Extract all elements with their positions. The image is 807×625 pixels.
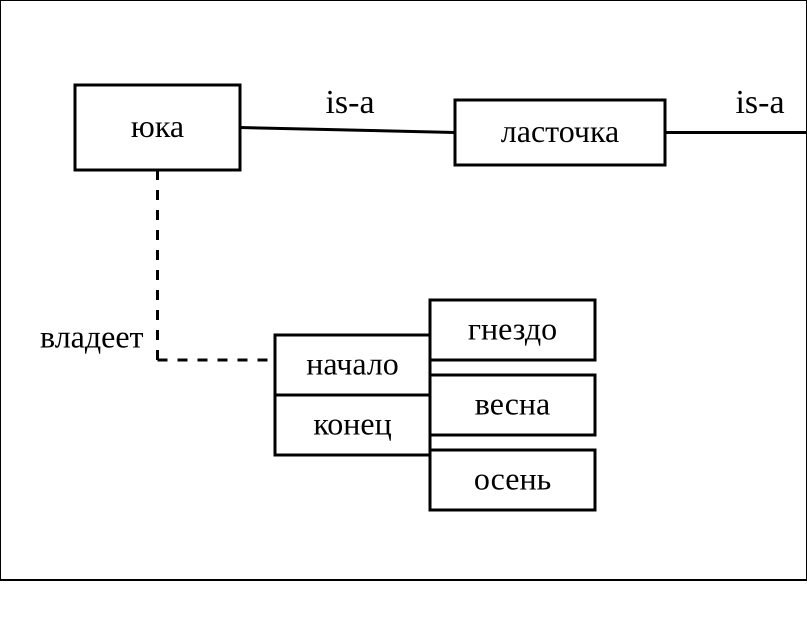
node-yuka: юка <box>75 85 240 170</box>
edge-label-isa-2: is-a <box>735 84 784 121</box>
node-label-konets: конец <box>313 405 391 441</box>
nodes: юка ласточка начало конец гнездо весна осень <box>75 85 665 510</box>
node-nachalo: начало <box>275 335 430 395</box>
edge-label-isa-1: is-a <box>325 84 374 121</box>
node-label-osen: осень <box>474 460 551 496</box>
node-konets: конец <box>275 395 430 455</box>
node-label-lastochka: ласточка <box>501 113 619 149</box>
semantic-network-diagram: is-a is-a юка ласточка начало конец гнездо вес… <box>0 0 807 625</box>
node-label-yuka: юка <box>131 108 184 144</box>
labels: владеет <box>40 318 144 354</box>
node-label-vesna: весна <box>475 385 550 421</box>
node-vesna: весна <box>430 375 595 435</box>
node-lastochka: ласточка <box>455 100 665 165</box>
node-label-gnezdo: гнездо <box>468 310 557 346</box>
node-gnezdo: гнездо <box>430 300 595 360</box>
node-osen: осень <box>430 450 595 510</box>
node-label-nachalo: начало <box>306 345 399 381</box>
label-vladeet: владеет <box>40 318 144 354</box>
edge-isa-1 <box>240 128 455 133</box>
